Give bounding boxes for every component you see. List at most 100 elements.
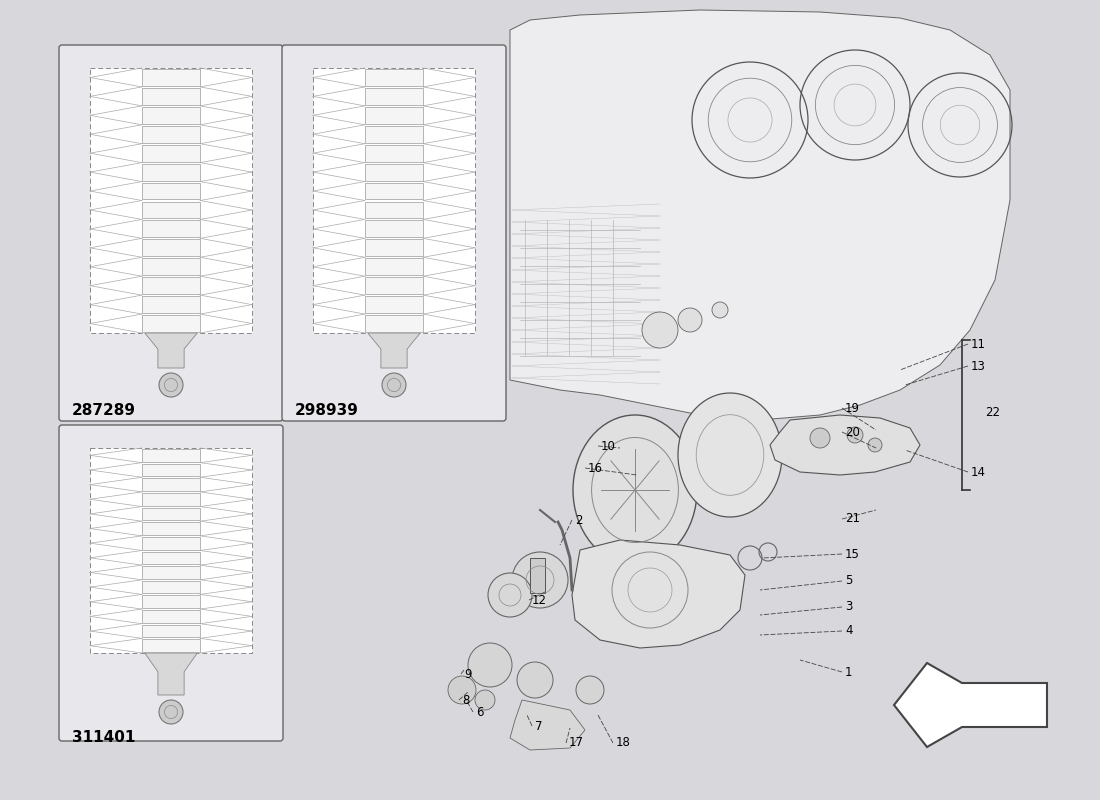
Text: 14: 14 [971, 466, 986, 478]
Text: 15: 15 [845, 547, 860, 561]
FancyBboxPatch shape [314, 68, 475, 333]
Polygon shape [894, 663, 1047, 747]
Text: 10: 10 [601, 439, 616, 453]
Circle shape [576, 676, 604, 704]
Circle shape [642, 312, 678, 348]
Bar [142, 315, 200, 332]
Circle shape [712, 302, 728, 318]
Text: 12: 12 [532, 594, 547, 606]
Text: 21: 21 [845, 513, 860, 526]
Circle shape [847, 427, 864, 443]
Bar [142, 182, 200, 199]
Bar [142, 296, 200, 313]
Bar [365, 126, 424, 142]
Bar [142, 278, 200, 294]
Text: 22: 22 [984, 406, 1000, 418]
Text: 1: 1 [845, 666, 853, 678]
Polygon shape [770, 415, 920, 475]
Text: 3: 3 [845, 601, 853, 614]
Polygon shape [367, 333, 420, 368]
Circle shape [810, 428, 830, 448]
Bar [365, 315, 424, 332]
Circle shape [382, 373, 406, 397]
Bar [142, 625, 200, 638]
Circle shape [678, 308, 702, 332]
Circle shape [868, 438, 882, 452]
Text: 5: 5 [845, 574, 853, 587]
Polygon shape [145, 653, 197, 695]
Bar [142, 507, 200, 520]
Bar [142, 581, 200, 594]
Bar [142, 126, 200, 142]
Text: 16: 16 [588, 462, 603, 474]
Text: 2: 2 [575, 514, 583, 526]
Bar [142, 537, 200, 550]
FancyBboxPatch shape [59, 45, 283, 421]
Text: 4: 4 [845, 625, 853, 638]
Ellipse shape [678, 393, 782, 517]
Bar [142, 551, 200, 564]
FancyBboxPatch shape [90, 68, 252, 333]
Bar [365, 69, 424, 86]
Circle shape [517, 662, 553, 698]
Bar [142, 239, 200, 256]
FancyBboxPatch shape [282, 45, 506, 421]
Text: 11: 11 [971, 338, 986, 350]
Bar [142, 107, 200, 124]
Bar [142, 522, 200, 535]
Text: 13: 13 [971, 359, 986, 373]
Bar [142, 258, 200, 275]
Polygon shape [572, 540, 745, 648]
Bar [142, 449, 200, 462]
Circle shape [488, 573, 532, 617]
Circle shape [160, 373, 183, 397]
Bar [365, 258, 424, 275]
Text: 7: 7 [535, 719, 542, 733]
Text: 20: 20 [845, 426, 860, 438]
Bar [142, 145, 200, 162]
Bar [142, 221, 200, 238]
Ellipse shape [573, 415, 697, 565]
Bar [365, 239, 424, 256]
Text: 311401: 311401 [72, 730, 135, 745]
Polygon shape [510, 10, 1010, 420]
Text: 17: 17 [569, 737, 584, 750]
Text: 298939: 298939 [295, 403, 359, 418]
Bar [142, 478, 200, 491]
Bar [365, 107, 424, 124]
Text: 287289: 287289 [72, 403, 136, 418]
Bar [365, 182, 424, 199]
Polygon shape [145, 333, 197, 368]
Bar [142, 164, 200, 181]
Bar [142, 202, 200, 218]
Text: 18: 18 [616, 737, 631, 750]
Polygon shape [510, 700, 585, 750]
Bar [365, 278, 424, 294]
FancyBboxPatch shape [90, 448, 252, 653]
Circle shape [468, 643, 512, 687]
Bar [142, 639, 200, 652]
Text: 19: 19 [845, 402, 860, 414]
Circle shape [160, 700, 183, 724]
Bar [365, 202, 424, 218]
Bar [365, 88, 424, 105]
Bar [142, 610, 200, 622]
Text: 9: 9 [464, 667, 472, 681]
Bar [142, 493, 200, 506]
Bar [365, 221, 424, 238]
Bar [142, 464, 200, 476]
Bar [142, 595, 200, 608]
Bar [142, 69, 200, 86]
Circle shape [448, 676, 476, 704]
Bar [142, 88, 200, 105]
Circle shape [475, 690, 495, 710]
Bar [365, 145, 424, 162]
Circle shape [512, 552, 568, 608]
Bar [530, 558, 544, 593]
Text: 8: 8 [462, 694, 470, 706]
Text: 6: 6 [476, 706, 484, 718]
Bar [365, 296, 424, 313]
Bar [142, 566, 200, 578]
Bar [365, 164, 424, 181]
FancyBboxPatch shape [59, 425, 283, 741]
